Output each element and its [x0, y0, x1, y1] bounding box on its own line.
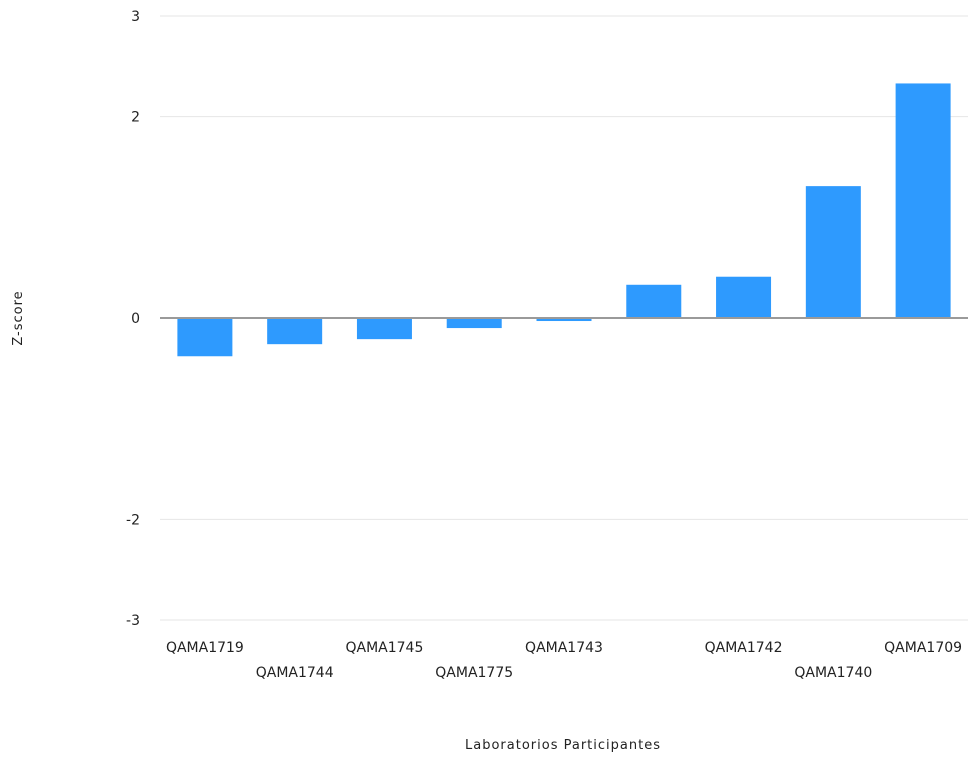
y-tick-label: -3: [126, 613, 140, 629]
bar: [446, 318, 502, 329]
x-tick-label: QAMA1709: [884, 640, 962, 656]
bar: [805, 186, 861, 318]
y-tick-label: -2: [126, 512, 140, 528]
x-tick-label: QAMA1744: [256, 665, 334, 681]
x-tick-labels: QAMA1719 QAMA1744 QAMA1745 QAMA1775 QAMA1743…: [166, 640, 962, 681]
x-axis-title: Laboratorios Participantes: [465, 738, 661, 753]
y-axis-title: Z-score: [11, 290, 26, 345]
y-tick-label: 3: [131, 9, 140, 25]
bar: [716, 276, 772, 318]
bar: [626, 284, 682, 318]
x-tick-label: QAMA1740: [794, 665, 872, 681]
gridlines: [160, 15, 968, 621]
bars: [177, 83, 951, 357]
y-tick-labels: -3 -2 0 2 3: [126, 9, 140, 629]
y-tick-label: 2: [131, 110, 140, 126]
x-tick-label: QAMA1719: [166, 640, 244, 656]
bar: [267, 318, 323, 345]
bar: [177, 318, 233, 357]
x-tick-label: QAMA1775: [435, 665, 513, 681]
bar: [356, 318, 412, 340]
y-tick-label: 0: [131, 311, 140, 327]
x-tick-label: QAMA1742: [705, 640, 783, 656]
bar: [536, 318, 592, 322]
x-tick-label: QAMA1743: [525, 640, 603, 656]
bar: [895, 83, 951, 319]
x-tick-label: QAMA1745: [345, 640, 423, 656]
